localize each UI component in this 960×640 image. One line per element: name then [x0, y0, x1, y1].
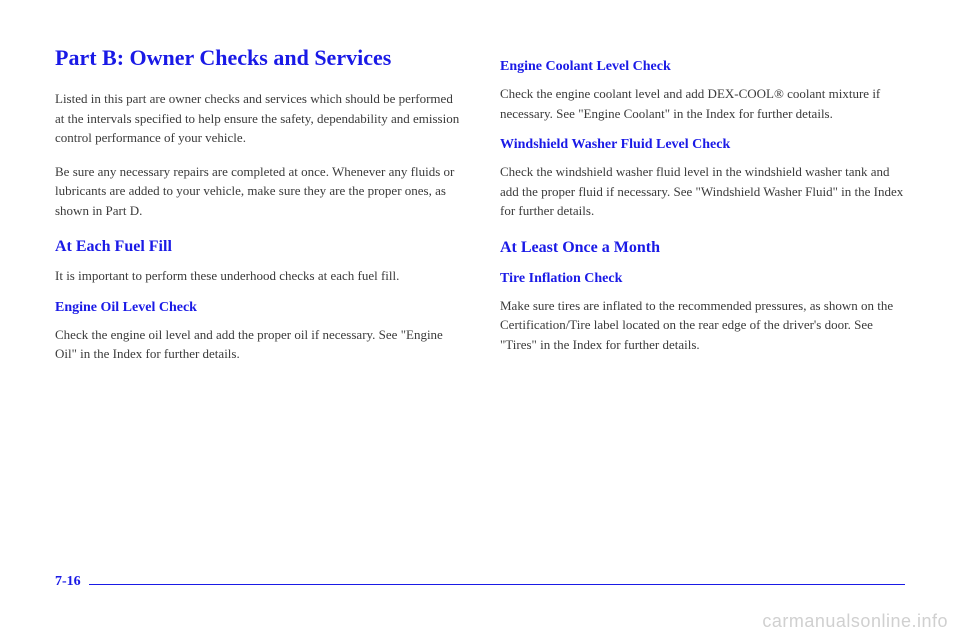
watermark-text: carmanualsonline.info: [762, 611, 948, 632]
right-column: Engine Coolant Level Check Check the eng…: [500, 45, 905, 525]
left-column: Part B: Owner Checks and Services Listed…: [55, 45, 460, 525]
page-number: 7-16: [55, 574, 89, 590]
engine-oil-heading: Engine Oil Level Check: [55, 300, 460, 316]
page-footer: 7-16: [55, 584, 905, 585]
fuel-fill-note: It is important to perform these underho…: [55, 266, 460, 286]
part-b-heading: Part B: Owner Checks and Services: [55, 45, 460, 71]
intro-paragraph-2: Be sure any necessary repairs are comple…: [55, 162, 460, 221]
coolant-text: Check the engine coolant level and add D…: [500, 84, 905, 123]
washer-heading: Windshield Washer Fluid Level Check: [500, 137, 905, 153]
month-heading: At Least Once a Month: [500, 239, 905, 257]
engine-oil-text: Check the engine oil level and add the p…: [55, 325, 460, 364]
tire-text: Make sure tires are inflated to the reco…: [500, 296, 905, 355]
fuel-fill-heading: At Each Fuel Fill: [55, 238, 460, 256]
coolant-heading: Engine Coolant Level Check: [500, 59, 905, 75]
footer-divider: [55, 584, 905, 585]
tire-heading: Tire Inflation Check: [500, 271, 905, 287]
intro-paragraph-1: Listed in this part are owner checks and…: [55, 89, 460, 148]
washer-text: Check the windshield washer fluid level …: [500, 162, 905, 221]
page-content: Part B: Owner Checks and Services Listed…: [0, 0, 960, 555]
